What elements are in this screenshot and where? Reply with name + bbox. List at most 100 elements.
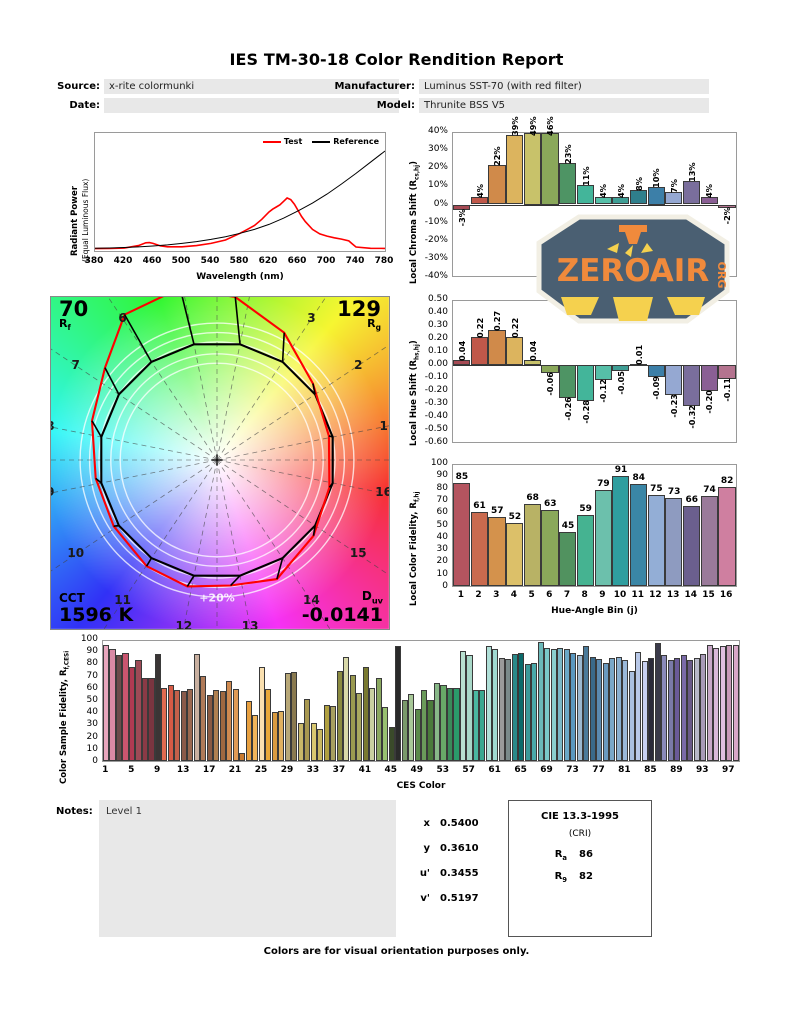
y-tick: -20% [424,234,448,245]
hue-bars: 0.04 0.22 0.27 0.22 0.04 -0.06 -0.26 -0.28 -0.12… [453,301,736,442]
spectral-power-distribution-chart: Radiant Power (Equal Luminous Flux) Test… [62,128,393,290]
bar [135,660,142,761]
cri-title: CIE 13.3-1995 [540,811,620,822]
bar-label: 10% [651,168,662,188]
bar [323,704,330,761]
bar-label: 0.22 [509,317,520,338]
ces-x-axis-label: CES Color [396,781,446,791]
y-tick: 10 [436,568,448,579]
bar [583,645,590,761]
fidelity-x-tick: 9 [599,590,606,600]
bar [488,517,506,586]
bar [174,690,181,761]
bar-label: -0.05 [616,370,627,395]
cie-key: x [423,818,430,829]
spd-x-tick: 740 [345,256,365,266]
bar [226,680,233,761]
duv-readout: Duv -0.0141 [302,589,383,625]
bar [505,659,512,761]
duv-value: -0.0141 [301,604,383,626]
bar [284,673,291,761]
bar [470,197,488,205]
bar [349,674,356,761]
y-tick: 50 [86,695,98,705]
bar-label: 61 [473,501,486,512]
cri-value: 86 [579,849,593,860]
bar [440,685,447,761]
fidelity-plot-area: 85 61 57 52 68 63 45 59 79 91 84 75 73 66 74 82 [452,464,737,587]
bar [589,656,596,761]
bar-label: 63 [544,498,557,509]
cct-label: CCT [59,591,85,605]
bar [612,197,630,205]
bar [687,660,694,761]
spd-plot-area: Test Reference [94,132,386,252]
bar [219,691,226,761]
bar [612,475,630,586]
bar [167,685,174,761]
y-tick: 70 [86,670,98,681]
ces-x-tick: 33 [306,765,320,775]
bar [511,654,518,761]
bar [570,653,577,761]
color-sample-fidelity-chart: Color Sample Fidelity, Rf,CESi 100 90 80 70… [50,634,750,796]
y-tick: 20% [427,162,448,173]
bar [661,655,668,761]
bar [128,667,136,761]
bar [258,667,265,761]
bar-label: -0.23 [669,393,680,418]
bar [388,727,395,761]
cvg-bin-14: 14 [303,593,320,608]
bar-label: 13% [686,162,697,183]
spd-y-axis-sublabel: (Equal Luminous Flux) [81,178,90,262]
bar [336,671,343,761]
bar [401,699,408,761]
cvg-bin-16: 16 [375,485,389,500]
bar [629,363,648,366]
ces-x-tick: 41 [358,765,372,775]
cvg-bin-1: 1 [379,418,388,433]
bar [180,691,187,761]
bar-label: 91 [614,464,628,475]
bar [706,644,713,761]
bar-label: 0.27 [492,311,503,332]
fidelity-x-tick: 15 [702,590,715,600]
cvg-bin-8: 8 [51,419,59,433]
bar [647,186,665,205]
rf-label: Rf [59,317,71,333]
bar [115,655,123,761]
ces-plot-area [102,640,740,762]
fidelity-x-tick: 8 [581,590,588,600]
fidelity-x-tick: 11 [631,590,644,600]
bar-label: 85 [455,472,469,483]
bar [271,711,278,761]
bar-label: 46% [545,116,556,136]
ces-x-tick: 85 [644,765,657,775]
bar [674,657,681,761]
bar [488,165,506,205]
fidelity-bars: 85 61 57 52 68 63 45 59 79 91 84 75 73 66 74 82 [453,465,736,586]
notes-box[interactable] [99,800,396,937]
bar-label: 45 [561,520,575,531]
bar [485,645,492,761]
bar [506,336,524,366]
ces-x-tick: 5 [128,765,135,775]
bar [252,715,259,761]
ces-x-tick: 21 [228,765,242,775]
bar [470,336,488,366]
bar [541,365,559,373]
ces-x-tick: 73 [566,765,579,775]
bar [453,359,471,366]
bar-label: 59 [579,503,592,514]
bar [453,204,471,210]
bar-label: 0.01 [633,344,644,365]
bar-label: 49% [527,116,538,136]
bar-label: -3% [456,208,467,227]
bar [523,359,541,366]
bar [427,699,434,761]
bar [382,707,389,761]
bar-label: 84 [632,473,645,484]
cie-key: v' [420,893,430,904]
bar [317,728,324,761]
bar [628,671,635,761]
